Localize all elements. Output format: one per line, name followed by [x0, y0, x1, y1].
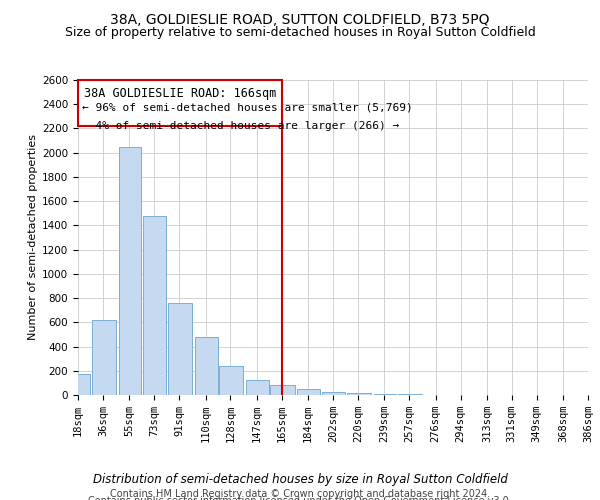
Bar — [119, 146, 142, 395]
Text: ← 96% of semi-detached houses are smaller (5,769): ← 96% of semi-detached houses are smalle… — [82, 102, 413, 113]
Text: Distribution of semi-detached houses by size in Royal Sutton Coldfield: Distribution of semi-detached houses by … — [92, 472, 508, 486]
Bar — [219, 366, 243, 395]
Bar — [374, 394, 397, 395]
Bar — [246, 380, 269, 395]
Text: 4% of semi-detached houses are larger (266) →: 4% of semi-detached houses are larger (2… — [82, 121, 400, 131]
Bar — [322, 392, 345, 395]
Text: Contains HM Land Registry data © Crown copyright and database right 2024.: Contains HM Land Registry data © Crown c… — [110, 489, 490, 499]
Bar — [143, 216, 166, 395]
Bar — [347, 393, 371, 395]
Text: Size of property relative to semi-detached houses in Royal Sutton Coldfield: Size of property relative to semi-detach… — [65, 26, 535, 39]
Bar — [92, 320, 116, 395]
Bar — [298, 389, 320, 395]
FancyBboxPatch shape — [78, 80, 282, 126]
Bar — [195, 337, 218, 395]
Bar — [168, 303, 192, 395]
Text: 38A, GOLDIESLIE ROAD, SUTTON COLDFIELD, B73 5PQ: 38A, GOLDIESLIE ROAD, SUTTON COLDFIELD, … — [110, 12, 490, 26]
Text: Contains public sector information licensed under the Open Government Licence v3: Contains public sector information licen… — [88, 496, 512, 500]
Bar — [67, 374, 90, 395]
Y-axis label: Number of semi-detached properties: Number of semi-detached properties — [28, 134, 38, 340]
Bar — [398, 394, 422, 395]
Text: 38A GOLDIESLIE ROAD: 166sqm: 38A GOLDIESLIE ROAD: 166sqm — [83, 88, 276, 101]
Bar — [270, 386, 295, 395]
